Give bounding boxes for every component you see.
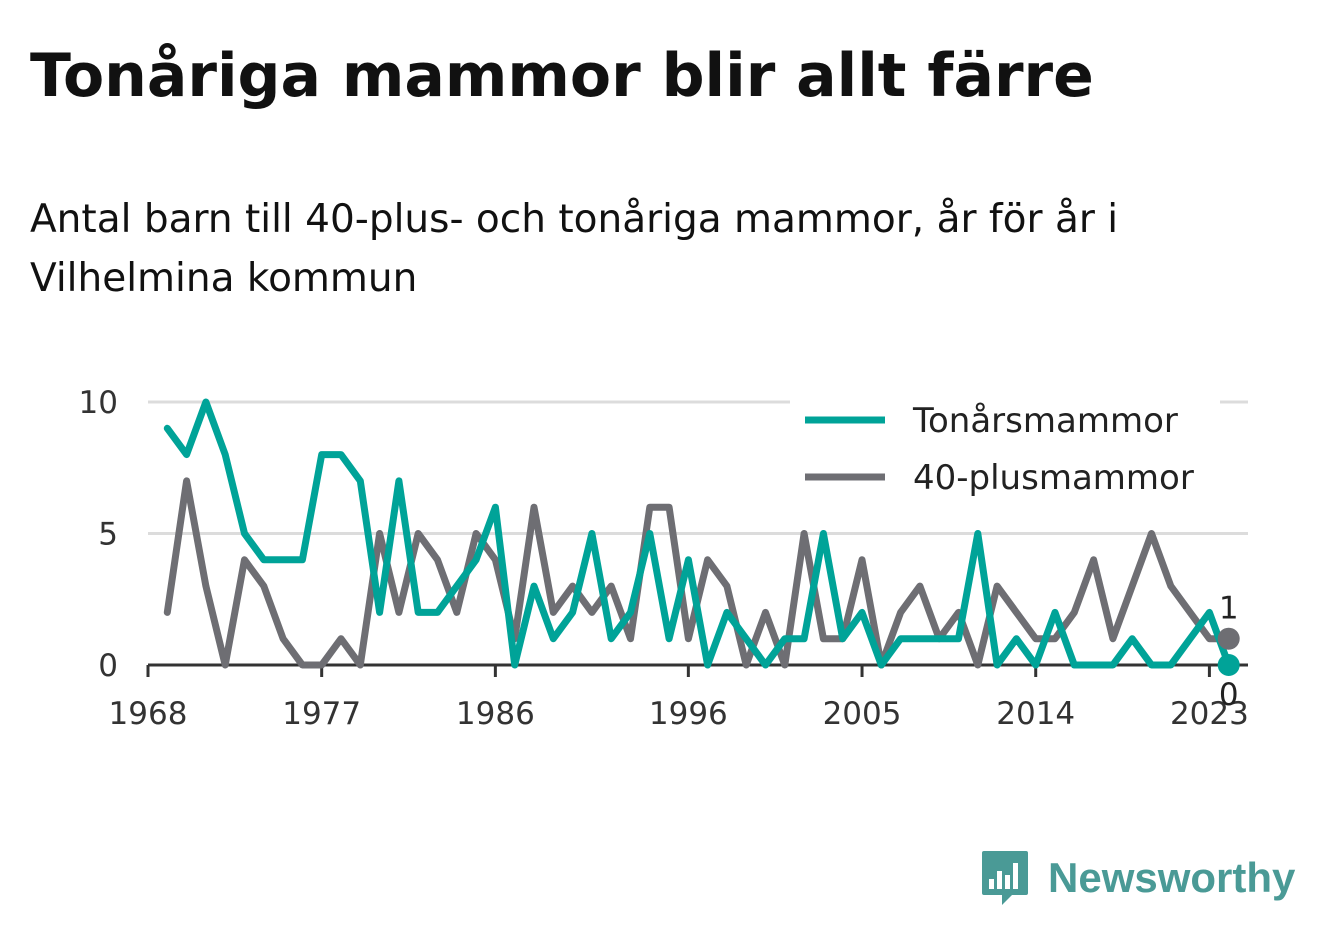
y-tick-label: 0 bbox=[98, 648, 118, 684]
legend-label: 40-plusmammor bbox=[913, 458, 1194, 498]
x-tick-label: 2005 bbox=[823, 696, 902, 732]
series-end-point bbox=[1217, 654, 1240, 676]
x-tick-label: 2023 bbox=[1170, 696, 1249, 732]
x-tick-label: 1996 bbox=[649, 696, 728, 732]
series-end-label: 1 bbox=[1219, 591, 1239, 627]
brand-name: Newsworthy bbox=[1048, 854, 1296, 901]
chart-subtitle: Antal barn till 40-plus- och tonåriga ma… bbox=[30, 197, 1119, 301]
newsworthy-logo-icon bbox=[982, 851, 1028, 905]
series-lines: 01 bbox=[163, 398, 1240, 713]
x-tick-label: 1968 bbox=[109, 696, 188, 732]
series-end-label: 0 bbox=[1219, 677, 1239, 713]
legend-label: Tonårsmammor bbox=[912, 401, 1178, 441]
x-tick-label: 1977 bbox=[282, 696, 361, 732]
brand-logo: Newsworthy bbox=[980, 848, 1295, 908]
x-tick-label: 2014 bbox=[996, 696, 1075, 732]
y-tick-label: 5 bbox=[98, 517, 118, 553]
series-line-tonarsmammor bbox=[163, 398, 1233, 669]
y-tick-label: 10 bbox=[79, 385, 118, 421]
series-end-point bbox=[1217, 627, 1240, 650]
chart-title: Tonåriga mammor blir allt färre bbox=[30, 41, 1094, 111]
legend: Tonårsmammor 40-plusmammor bbox=[790, 398, 1220, 514]
x-tick-label: 1986 bbox=[456, 696, 535, 732]
